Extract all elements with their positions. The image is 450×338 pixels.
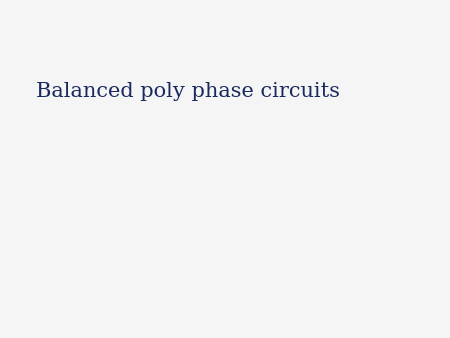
Text: Balanced poly phase circuits: Balanced poly phase circuits [36,82,340,101]
